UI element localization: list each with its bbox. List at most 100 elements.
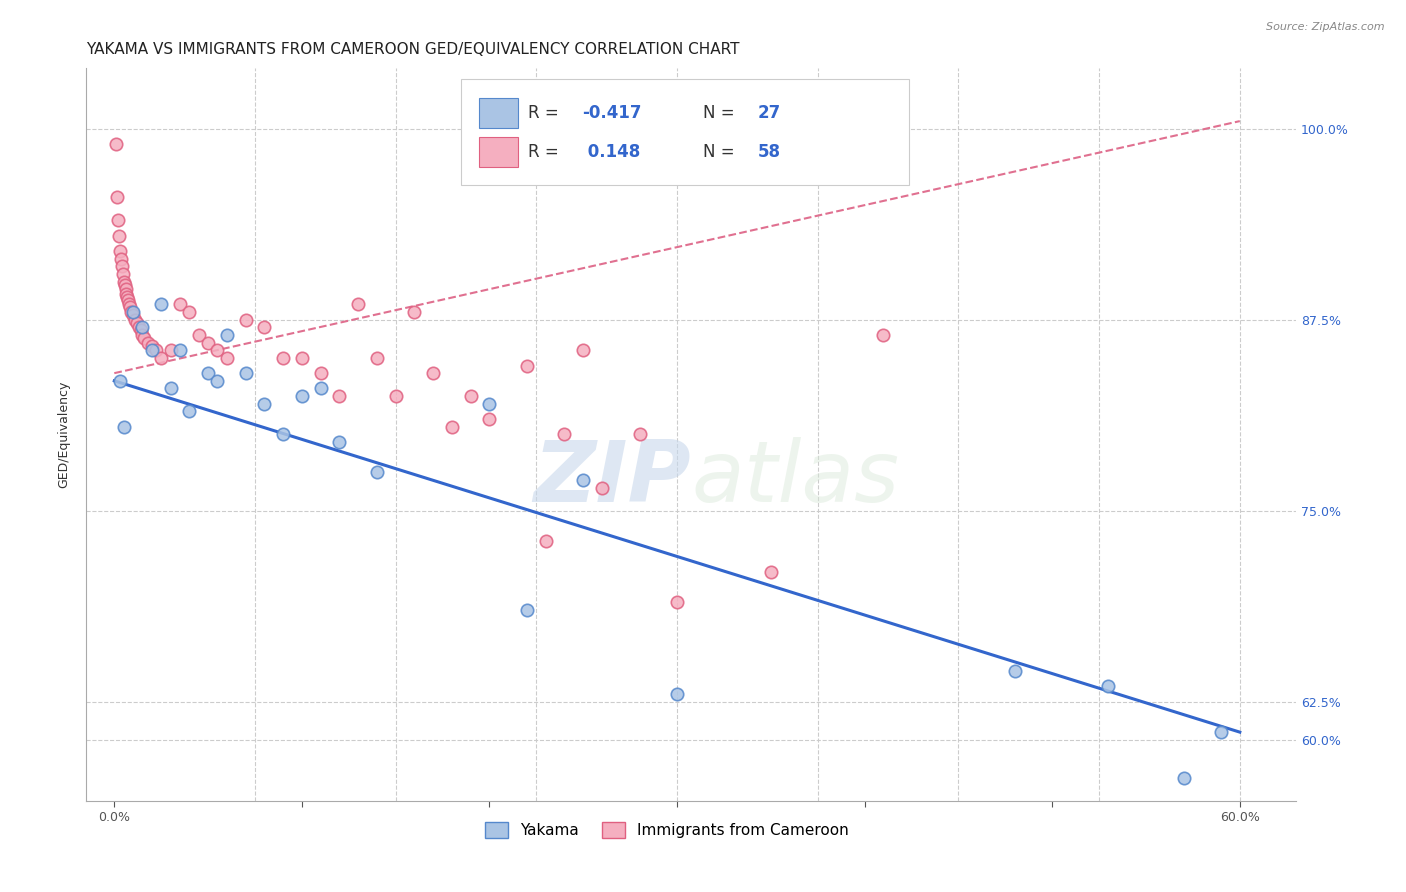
- Point: [197, 366, 219, 380]
- Text: N =: N =: [703, 104, 740, 122]
- Text: 0.148: 0.148: [582, 143, 641, 161]
- Point: [572, 343, 595, 358]
- Point: [215, 328, 238, 343]
- FancyBboxPatch shape: [479, 136, 517, 167]
- Point: [125, 316, 148, 330]
- Point: [628, 427, 651, 442]
- Point: [107, 213, 129, 227]
- Point: [534, 534, 557, 549]
- Point: [118, 297, 141, 311]
- Point: [179, 305, 201, 319]
- Point: [141, 343, 163, 358]
- Point: [235, 312, 257, 326]
- Point: [215, 351, 238, 365]
- Point: [1173, 771, 1195, 785]
- Point: [328, 434, 350, 449]
- Point: [110, 252, 132, 266]
- Point: [114, 282, 136, 296]
- Point: [253, 320, 276, 334]
- Point: [478, 397, 501, 411]
- Point: [291, 351, 314, 365]
- Text: -0.417: -0.417: [582, 104, 641, 122]
- Point: [872, 328, 894, 343]
- Point: [115, 286, 138, 301]
- Point: [197, 335, 219, 350]
- Point: [124, 312, 146, 326]
- Point: [460, 389, 482, 403]
- Point: [112, 275, 135, 289]
- Text: 27: 27: [758, 104, 780, 122]
- Point: [111, 267, 134, 281]
- Point: [150, 351, 173, 365]
- Point: [328, 389, 350, 403]
- Point: [108, 228, 131, 243]
- Point: [366, 466, 388, 480]
- Point: [131, 328, 153, 343]
- Point: [253, 397, 276, 411]
- Point: [1209, 725, 1232, 739]
- FancyBboxPatch shape: [479, 98, 517, 128]
- Point: [145, 343, 167, 358]
- Point: [440, 419, 463, 434]
- Point: [1004, 664, 1026, 678]
- Point: [271, 427, 294, 442]
- Point: [572, 473, 595, 487]
- Point: [112, 419, 135, 434]
- Point: [759, 565, 782, 579]
- Point: [131, 320, 153, 334]
- Text: ZIP: ZIP: [533, 437, 692, 520]
- Point: [108, 374, 131, 388]
- Point: [117, 293, 139, 307]
- Point: [207, 343, 229, 358]
- Point: [122, 305, 145, 319]
- Point: [207, 374, 229, 388]
- Point: [478, 412, 501, 426]
- Point: [141, 339, 163, 353]
- Point: [347, 297, 370, 311]
- Point: [404, 305, 426, 319]
- Point: [122, 308, 145, 322]
- Point: [150, 297, 173, 311]
- Text: Source: ZipAtlas.com: Source: ZipAtlas.com: [1267, 22, 1385, 32]
- FancyBboxPatch shape: [461, 78, 908, 185]
- Point: [169, 343, 191, 358]
- Point: [291, 389, 314, 403]
- Point: [105, 136, 128, 151]
- Point: [271, 351, 294, 365]
- Point: [384, 389, 406, 403]
- Text: YAKAMA VS IMMIGRANTS FROM CAMEROON GED/EQUIVALENCY CORRELATION CHART: YAKAMA VS IMMIGRANTS FROM CAMEROON GED/E…: [86, 42, 740, 57]
- Point: [422, 366, 444, 380]
- Point: [1097, 679, 1119, 693]
- Point: [169, 297, 191, 311]
- Point: [114, 277, 136, 292]
- Point: [516, 359, 538, 373]
- Point: [179, 404, 201, 418]
- Point: [516, 603, 538, 617]
- Point: [129, 323, 152, 337]
- Y-axis label: GED/Equivalency: GED/Equivalency: [58, 381, 70, 488]
- Point: [666, 595, 689, 609]
- Text: R =: R =: [527, 143, 564, 161]
- Point: [117, 290, 139, 304]
- Point: [309, 381, 332, 395]
- Point: [111, 259, 134, 273]
- Point: [159, 381, 181, 395]
- Point: [187, 328, 209, 343]
- Point: [366, 351, 388, 365]
- Point: [105, 190, 128, 204]
- Text: N =: N =: [703, 143, 740, 161]
- Point: [108, 244, 131, 258]
- Point: [134, 331, 156, 345]
- Point: [120, 301, 142, 315]
- Text: atlas: atlas: [692, 437, 898, 520]
- Point: [128, 320, 150, 334]
- Point: [159, 343, 181, 358]
- Point: [235, 366, 257, 380]
- Point: [136, 335, 159, 350]
- Point: [553, 427, 575, 442]
- Legend: Yakama, Immigrants from Cameroon: Yakama, Immigrants from Cameroon: [479, 816, 855, 845]
- Text: 58: 58: [758, 143, 780, 161]
- Point: [666, 687, 689, 701]
- Point: [591, 481, 613, 495]
- Text: R =: R =: [527, 104, 564, 122]
